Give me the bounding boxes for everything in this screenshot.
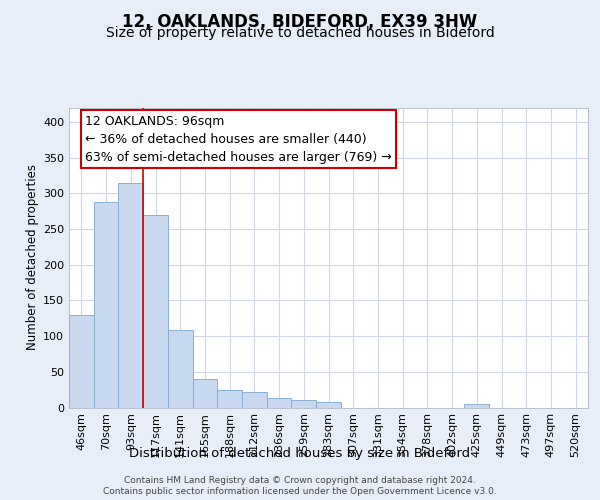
Bar (94, 202, 118, 408)
Bar (168, 330, 193, 407)
Bar (217, 390, 242, 407)
Text: Size of property relative to detached houses in Bideford: Size of property relative to detached ho… (106, 26, 494, 40)
Bar (143, 214, 168, 408)
Bar (267, 398, 292, 407)
Text: Distribution of detached houses by size in Bideford: Distribution of detached houses by size … (130, 448, 470, 460)
Bar (242, 392, 267, 407)
Bar (193, 379, 217, 408)
Bar (292, 400, 316, 407)
Y-axis label: Number of detached properties: Number of detached properties (26, 164, 39, 350)
Bar (464, 404, 489, 407)
Text: 12, OAKLANDS, BIDEFORD, EX39 3HW: 12, OAKLANDS, BIDEFORD, EX39 3HW (122, 12, 478, 30)
Bar (118, 182, 143, 408)
Bar (316, 402, 341, 407)
Text: 12 OAKLANDS: 96sqm
← 36% of detached houses are smaller (440)
63% of semi-detach: 12 OAKLANDS: 96sqm ← 36% of detached hou… (85, 114, 392, 164)
Text: Contains HM Land Registry data © Crown copyright and database right 2024.: Contains HM Land Registry data © Crown c… (124, 476, 476, 485)
Bar (69, 314, 94, 408)
Text: Contains public sector information licensed under the Open Government Licence v3: Contains public sector information licen… (103, 488, 497, 496)
